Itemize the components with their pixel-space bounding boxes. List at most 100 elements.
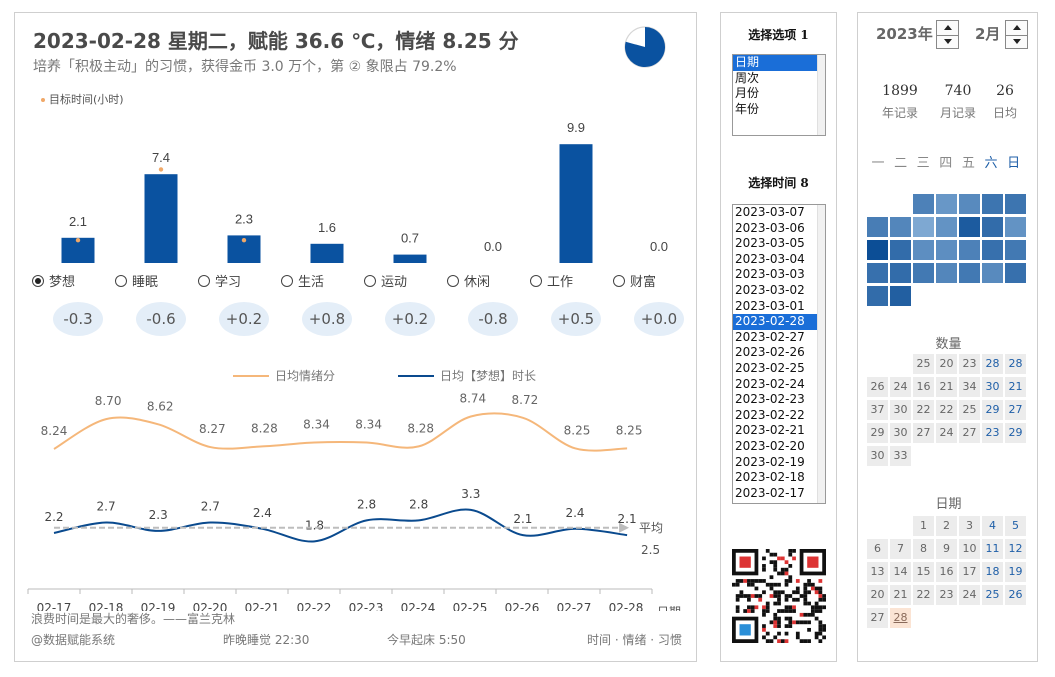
- date-cell[interactable]: 1: [913, 516, 934, 536]
- option-item[interactable]: 年份: [735, 101, 760, 116]
- time-item[interactable]: 2023-03-01: [735, 298, 805, 313]
- year-up-button[interactable]: [937, 21, 958, 35]
- time-item[interactable]: 2023-02-23: [735, 392, 805, 407]
- heatmap-cell[interactable]: [959, 240, 980, 260]
- category-radio-2[interactable]: 学习: [198, 271, 241, 290]
- time-item[interactable]: 2023-03-03: [735, 267, 805, 282]
- year-spinner[interactable]: [936, 20, 959, 49]
- category-radio-6[interactable]: 工作: [530, 271, 573, 290]
- heatmap-cell[interactable]: [1005, 217, 1026, 237]
- time-item[interactable]: 2023-03-05: [735, 236, 805, 251]
- date-cell[interactable]: 18: [982, 562, 1003, 582]
- heatmap-cell[interactable]: [1005, 263, 1026, 283]
- date-cell[interactable]: 26: [1005, 585, 1026, 605]
- date-cell[interactable]: 9: [936, 539, 957, 559]
- option-item[interactable]: 日期: [733, 55, 817, 71]
- heatmap-cell[interactable]: [982, 263, 1003, 283]
- radio-circle[interactable]: [613, 274, 625, 287]
- radio-circle[interactable]: [115, 274, 127, 287]
- date-cell[interactable]: 16: [936, 562, 957, 582]
- radio-circle[interactable]: [32, 274, 44, 287]
- heatmap-cell[interactable]: [890, 286, 911, 306]
- time-item[interactable]: 2023-02-21: [735, 423, 805, 438]
- month-spinner[interactable]: [1005, 20, 1028, 49]
- option-listbox[interactable]: 日期 周次 月份 年份: [732, 54, 826, 136]
- month-down-button[interactable]: [1006, 34, 1027, 49]
- date-cell[interactable]: 21: [890, 585, 911, 605]
- time-item[interactable]: 2023-02-18: [735, 470, 805, 485]
- radio-circle[interactable]: [530, 274, 542, 287]
- date-cell[interactable]: 7: [890, 539, 911, 559]
- time-item[interactable]: 2023-02-22: [735, 407, 805, 422]
- date-cell[interactable]: 10: [959, 539, 980, 559]
- heatmap-cell[interactable]: [890, 217, 911, 237]
- month-up-button[interactable]: [1006, 21, 1027, 35]
- time-listbox[interactable]: 2023-03-07 2023-03-06 2023-03-05 2023-03-04…: [732, 204, 826, 504]
- heatmap-cell[interactable]: [1005, 194, 1026, 214]
- time-item[interactable]: 2023-03-02: [735, 282, 805, 297]
- time-item[interactable]: 2023-02-27: [735, 329, 805, 344]
- heatmap-cell[interactable]: [936, 217, 957, 237]
- date-cell[interactable]: 25: [982, 585, 1003, 605]
- date-cell[interactable]: 11: [982, 539, 1003, 559]
- heatmap-cell[interactable]: [867, 217, 888, 237]
- time-item[interactable]: 2023-03-04: [735, 251, 805, 266]
- radio-circle[interactable]: [364, 274, 376, 287]
- date-cell[interactable]: 24: [959, 585, 980, 605]
- heatmap-cell[interactable]: [913, 263, 934, 283]
- year-down-button[interactable]: [937, 34, 958, 49]
- date-cell[interactable]: 22: [913, 585, 934, 605]
- date-cell[interactable]: 13: [867, 562, 888, 582]
- date-cell[interactable]: 3: [959, 516, 980, 536]
- heatmap-cell[interactable]: [959, 194, 980, 214]
- date-cell[interactable]: 12: [1005, 539, 1026, 559]
- heatmap-cell[interactable]: [1005, 240, 1026, 260]
- time-item[interactable]: 2023-03-07: [735, 205, 805, 219]
- heatmap-cell[interactable]: [913, 240, 934, 260]
- time-item[interactable]: 2023-02-17: [735, 485, 805, 500]
- heatmap-cell[interactable]: [982, 217, 1003, 237]
- heatmap-cell[interactable]: [982, 240, 1003, 260]
- time-scrollbar[interactable]: [817, 205, 825, 503]
- category-radio-3[interactable]: 生活: [281, 271, 324, 290]
- heatmap-cell[interactable]: [867, 263, 888, 283]
- radio-circle[interactable]: [281, 274, 293, 287]
- heatmap-cell[interactable]: [936, 194, 957, 214]
- heatmap-cell[interactable]: [913, 217, 934, 237]
- time-item[interactable]: 2023-02-28: [733, 314, 817, 330]
- date-cell[interactable]: 28: [890, 608, 911, 628]
- time-item[interactable]: 2023-03-06: [735, 220, 805, 235]
- time-item[interactable]: 2023-02-24: [735, 376, 805, 391]
- category-radio-5[interactable]: 休闲: [447, 271, 490, 290]
- category-radio-7[interactable]: 财富: [613, 271, 656, 290]
- time-item[interactable]: 2023-02-19: [735, 454, 805, 469]
- category-radio-4[interactable]: 运动: [364, 271, 407, 290]
- radio-circle[interactable]: [198, 274, 210, 287]
- date-cell[interactable]: 19: [1005, 562, 1026, 582]
- date-cell[interactable]: 20: [867, 585, 888, 605]
- heatmap-cell[interactable]: [913, 194, 934, 214]
- time-item[interactable]: 2023-02-20: [735, 438, 805, 453]
- heatmap-cell[interactable]: [867, 286, 888, 306]
- time-item[interactable]: 2023-02-25: [735, 360, 805, 375]
- date-cell[interactable]: 5: [1005, 516, 1026, 536]
- heatmap-cell[interactable]: [936, 263, 957, 283]
- category-radio-0[interactable]: 梦想: [32, 271, 75, 290]
- date-cell[interactable]: 15: [913, 562, 934, 582]
- option-item[interactable]: 月份: [735, 86, 760, 101]
- date-cell[interactable]: 17: [959, 562, 980, 582]
- heatmap-cell[interactable]: [936, 240, 957, 260]
- option-item[interactable]: 周次: [735, 70, 760, 85]
- date-cell[interactable]: 23: [936, 585, 957, 605]
- date-cell[interactable]: 6: [867, 539, 888, 559]
- date-cell[interactable]: 14: [890, 562, 911, 582]
- heatmap-cell[interactable]: [890, 263, 911, 283]
- date-cell[interactable]: 8: [913, 539, 934, 559]
- date-cell[interactable]: 2: [936, 516, 957, 536]
- date-cell[interactable]: 27: [867, 608, 888, 628]
- time-item[interactable]: 2023-02-26: [735, 345, 805, 360]
- heatmap-cell[interactable]: [890, 240, 911, 260]
- heatmap-cell[interactable]: [959, 217, 980, 237]
- category-radio-1[interactable]: 睡眠: [115, 271, 158, 290]
- radio-circle[interactable]: [447, 274, 459, 287]
